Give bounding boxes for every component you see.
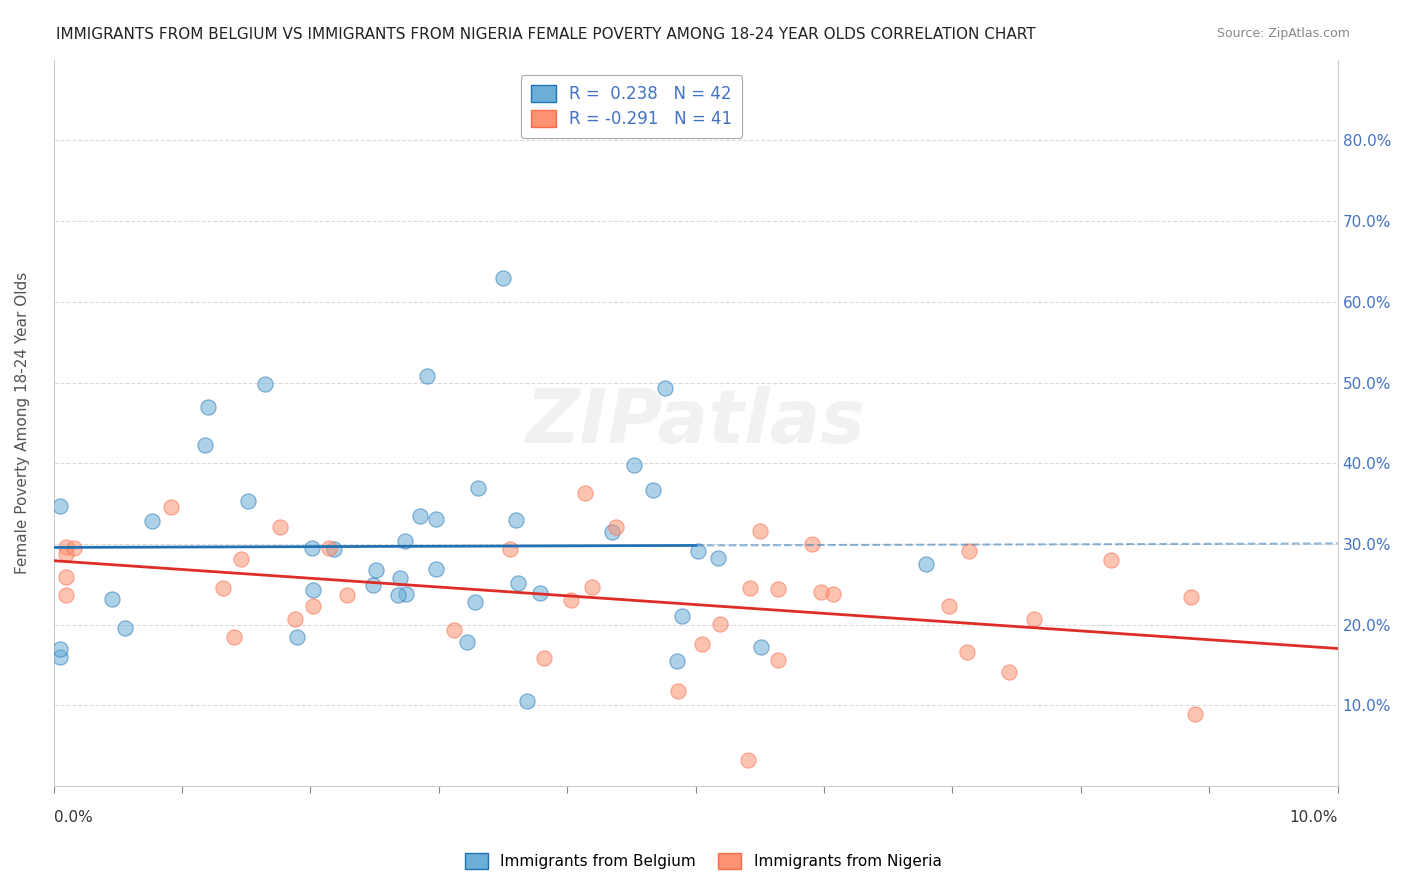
Point	[55, 570, 77, 584]
Point	[690, 637, 713, 651]
Text: ZIPatlas: ZIPatlas	[526, 386, 866, 459]
Point	[654, 381, 676, 395]
Point	[1099, 553, 1122, 567]
Point	[49, 642, 72, 657]
Point	[938, 599, 960, 613]
Point	[394, 533, 416, 548]
Point	[505, 513, 527, 527]
Point	[821, 587, 844, 601]
Point	[956, 645, 979, 659]
Point	[957, 543, 980, 558]
Point	[236, 494, 259, 508]
Point	[49, 499, 72, 513]
Point	[749, 524, 772, 538]
Point	[284, 612, 307, 626]
Point	[336, 589, 359, 603]
Text: 10.0%: 10.0%	[1289, 811, 1337, 825]
Text: IMMIGRANTS FROM BELGIUM VS IMMIGRANTS FROM NIGERIA FEMALE POVERTY AMONG 18-24 YE: IMMIGRANTS FROM BELGIUM VS IMMIGRANTS FR…	[56, 27, 1036, 42]
Point	[605, 519, 627, 533]
Point	[464, 595, 486, 609]
Point	[1184, 707, 1206, 722]
Point	[666, 684, 689, 698]
Y-axis label: Female Poverty Among 18-24 Year Olds: Female Poverty Among 18-24 Year Olds	[15, 272, 30, 574]
Point	[749, 640, 772, 655]
Point	[55, 541, 77, 555]
Point	[388, 571, 411, 585]
Point	[998, 665, 1021, 679]
Point	[623, 458, 645, 472]
Point	[194, 438, 217, 452]
Point	[529, 586, 551, 600]
Point	[55, 588, 77, 602]
Point	[499, 542, 522, 557]
Point	[55, 547, 77, 561]
Text: Source: ZipAtlas.com: Source: ZipAtlas.com	[1216, 27, 1350, 40]
Point	[467, 481, 489, 495]
Legend: R =  0.238   N = 42, R = -0.291   N = 41: R = 0.238 N = 42, R = -0.291 N = 41	[520, 75, 742, 138]
Point	[914, 557, 936, 571]
Point	[425, 512, 447, 526]
Point	[285, 630, 308, 644]
Point	[666, 654, 689, 668]
Point	[197, 400, 219, 414]
Point	[160, 500, 183, 515]
Text: 0.0%: 0.0%	[53, 811, 93, 825]
Point	[560, 592, 582, 607]
Point	[706, 550, 728, 565]
Point	[581, 580, 603, 594]
Point	[533, 651, 555, 665]
Point	[574, 486, 596, 500]
Point	[387, 588, 409, 602]
Legend: Immigrants from Belgium, Immigrants from Nigeria: Immigrants from Belgium, Immigrants from…	[458, 847, 948, 875]
Point	[686, 544, 709, 558]
Point	[301, 541, 323, 556]
Point	[231, 551, 253, 566]
Point	[408, 508, 430, 523]
Point	[302, 599, 325, 614]
Point	[224, 630, 246, 644]
Point	[361, 578, 384, 592]
Point	[766, 653, 789, 667]
Point	[49, 650, 72, 665]
Point	[425, 562, 447, 576]
Point	[253, 376, 276, 391]
Point	[1361, 688, 1384, 702]
Point	[301, 583, 323, 598]
Point	[810, 585, 832, 599]
Point	[1024, 611, 1046, 625]
Point	[1180, 590, 1202, 604]
Point	[766, 582, 789, 596]
Point	[492, 270, 515, 285]
Point	[738, 581, 761, 595]
Point	[323, 541, 346, 556]
Point	[508, 575, 530, 590]
Point	[641, 483, 664, 497]
Point	[801, 537, 824, 551]
Point	[671, 609, 693, 624]
Point	[114, 621, 136, 635]
Point	[395, 587, 418, 601]
Point	[62, 541, 84, 555]
Point	[737, 753, 759, 767]
Point	[364, 563, 387, 577]
Point	[516, 694, 538, 708]
Point	[211, 581, 233, 595]
Point	[101, 591, 124, 606]
Point	[443, 624, 465, 638]
Point	[141, 514, 163, 528]
Point	[269, 520, 291, 534]
Point	[709, 617, 731, 632]
Point	[318, 541, 340, 556]
Point	[600, 525, 623, 540]
Point	[456, 635, 478, 649]
Point	[416, 369, 439, 384]
